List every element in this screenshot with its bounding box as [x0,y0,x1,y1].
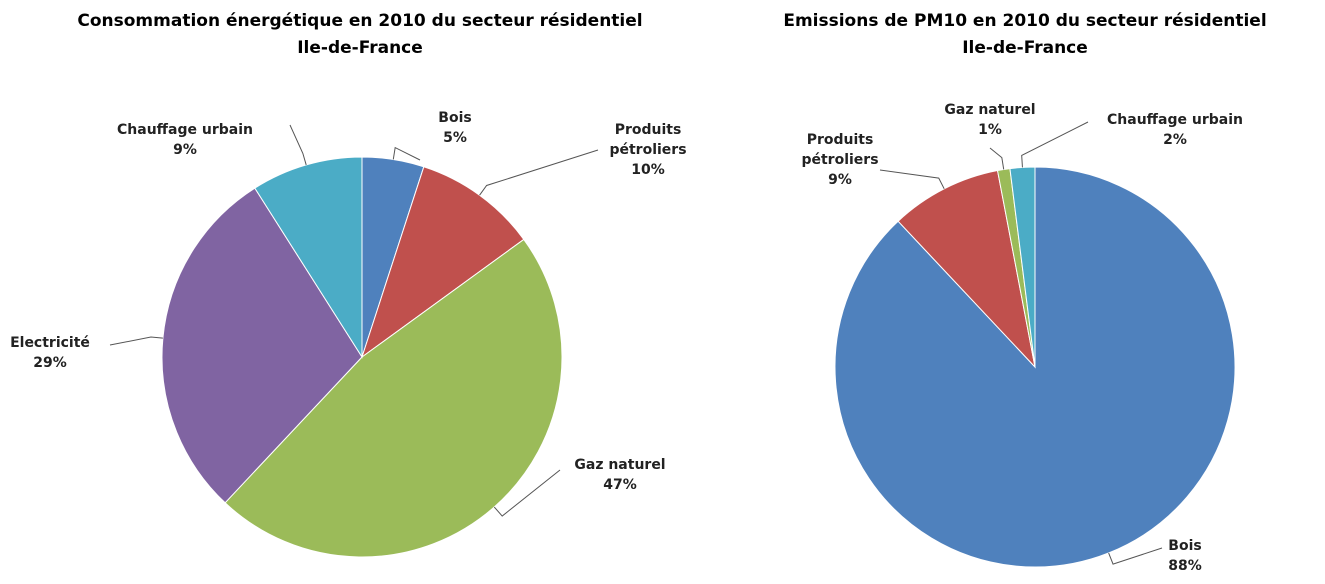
data-label: Produits pétroliers 10% [598,120,698,180]
data-label: Produits pétroliers 9% [790,130,890,190]
label-value: 47% [603,477,637,493]
data-label: Bois 88% [1155,536,1215,576]
pie-slice [161,187,363,504]
leader-line [289,124,307,166]
leader-line [109,336,163,346]
label-value: 2% [1163,132,1187,148]
leader-line [392,146,421,161]
chart-title: Consommation énergétique en 2010 du sect… [77,11,643,58]
label-value: 9% [828,172,852,188]
leader-line [989,147,1005,170]
label-value: 9% [173,142,197,158]
chart-title: Emissions de PM10 en 2010 du secteur rés… [783,11,1267,58]
data-label: Chauffage urbain 2% [1100,110,1250,150]
leader-line [1021,121,1089,168]
label-name: Bois [1168,538,1202,554]
data-label: Chauffage urbain 9% [115,120,255,160]
label-name: Gaz naturel [944,102,1036,118]
label-name: Chauffage urbain [1107,112,1243,128]
leader-line [479,149,599,196]
pie-slice [224,238,563,558]
leader-line [493,469,561,517]
label-name: Chauffage urbain [117,122,253,138]
data-label: Electricité 29% [5,333,95,373]
label-value: 29% [33,355,67,371]
label-value: 88% [1168,558,1202,574]
label-name: Bois [438,110,472,126]
leader-line [879,169,945,190]
pie-slice [361,166,525,359]
label-name: Produits pétroliers [609,122,687,158]
data-label: Gaz naturel 1% [940,100,1040,140]
label-name: Produits pétroliers [801,132,879,168]
data-label: Gaz naturel 47% [565,455,675,495]
pie-slice [897,169,1036,369]
leader-line [1108,547,1163,565]
label-value: 10% [631,162,665,178]
label-value: 5% [443,130,467,146]
label-name: Electricité [10,335,90,351]
label-name: Gaz naturel [574,457,666,473]
label-value: 1% [978,122,1002,138]
data-label: Bois 5% [425,108,485,148]
